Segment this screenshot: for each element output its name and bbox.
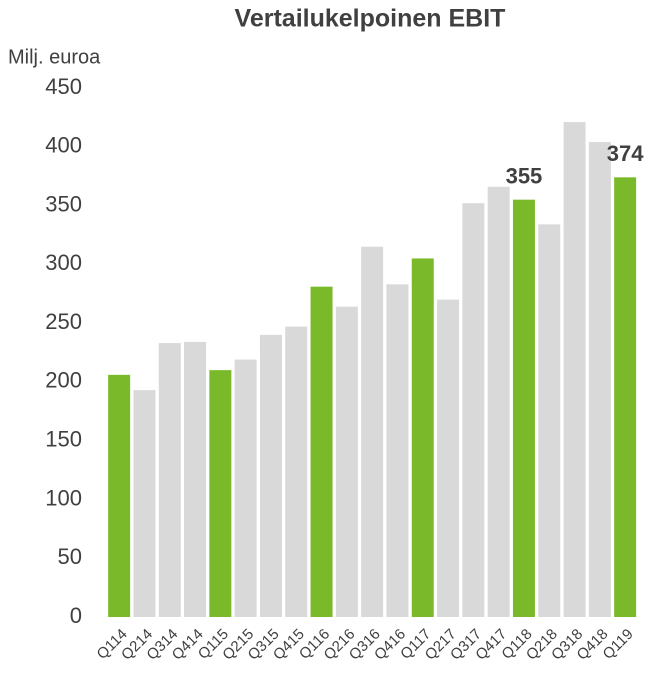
y-tick-label: 450 [45, 74, 82, 99]
bar [361, 246, 384, 617]
bar [335, 306, 358, 617]
y-tick-label: 100 [45, 485, 82, 510]
bar [158, 343, 181, 617]
bar [133, 390, 156, 617]
bar [538, 224, 561, 617]
y-tick-label: 300 [45, 250, 82, 275]
bar [588, 142, 611, 617]
bar [563, 122, 586, 617]
bar [411, 258, 434, 617]
bar [209, 370, 232, 617]
bar [310, 286, 333, 617]
bar [386, 284, 409, 617]
bar [462, 203, 485, 617]
y-tick-label: 0 [70, 603, 82, 628]
bar [184, 341, 207, 617]
bar [259, 334, 282, 617]
bar [285, 326, 308, 617]
y-tick-label: 350 [45, 191, 82, 216]
bar [437, 299, 460, 617]
y-tick-label: 150 [45, 426, 82, 451]
data-label: 355 [506, 163, 543, 188]
chart-title: Vertailukelpoinen EBIT [235, 5, 506, 33]
y-tick-label: 50 [58, 544, 82, 569]
bar [512, 199, 535, 617]
y-tick-label: 400 [45, 133, 82, 158]
bar [234, 359, 257, 617]
bar [487, 186, 510, 617]
y-tick-label: 200 [45, 368, 82, 393]
x-tick-label: Q119 [600, 626, 637, 663]
y-axis-label: Milj. euroa [8, 46, 101, 68]
data-label: 374 [607, 141, 644, 166]
bar [614, 177, 637, 617]
bar [108, 374, 131, 617]
y-tick-label: 250 [45, 309, 82, 334]
